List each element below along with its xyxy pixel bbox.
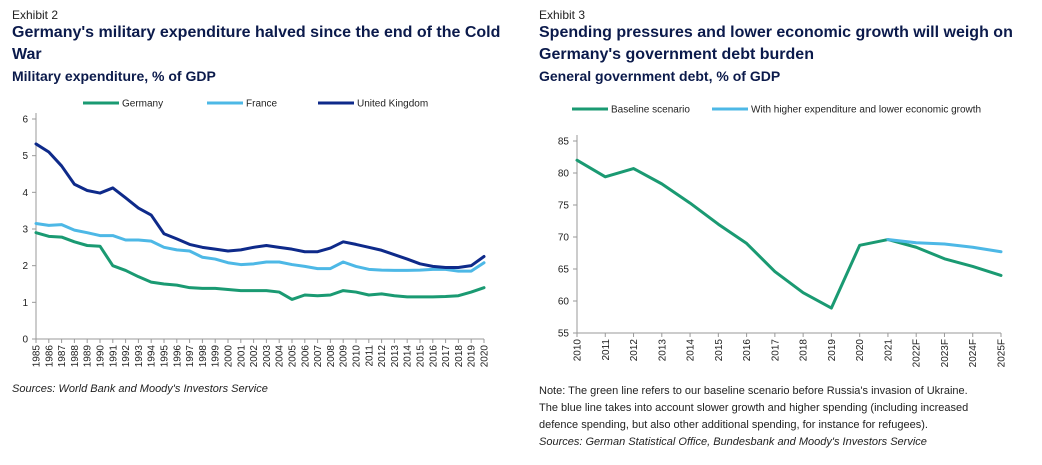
x-tick-label: 1988	[70, 345, 81, 368]
x-tick-label: 2016	[742, 339, 753, 362]
x-tick-label: 2003	[262, 345, 273, 368]
x-tick-label: 1986	[44, 345, 55, 368]
note-line-2: The blue line takes into account slower …	[539, 402, 969, 414]
x-tick-label: 2025F	[997, 339, 1008, 367]
x-tick-label: 1998	[198, 345, 209, 368]
chart-subtitle: Military expenditure, % of GDP	[12, 68, 216, 84]
x-tick-label: 1987	[57, 345, 68, 368]
x-tick-label: 1996	[172, 345, 183, 368]
chart-title: Germany's military expenditure halved si…	[12, 22, 500, 66]
y-tick-label: 70	[558, 233, 570, 244]
y-tick-label: 55	[558, 329, 570, 340]
legend-label: France	[246, 99, 278, 110]
x-tick-label: 2001	[236, 345, 247, 368]
x-tick-label: 2015	[416, 345, 427, 368]
note-line-3: defence spending, but also other additio…	[539, 419, 928, 431]
y-tick-label: 75	[558, 201, 570, 212]
chart-source: Sources: German Statistical Office, Bund…	[539, 436, 927, 448]
chart-title-line-2: War	[12, 46, 42, 63]
x-tick-label: 2012	[629, 339, 640, 362]
x-tick-label: 2016	[428, 345, 439, 368]
x-tick-label: 2009	[339, 345, 350, 368]
x-tick-label: 2000	[224, 345, 235, 368]
x-tick-label: 2010	[352, 345, 363, 368]
x-tick-label: 2017	[770, 339, 781, 362]
government-debt-chart: 55 60 65 70 75 80 85 2010 2011 2012 2013 2014 2015 20…	[558, 105, 1008, 368]
legend-label: With higher expenditure and lower econom…	[751, 105, 981, 116]
x-tick-label: 1989	[83, 345, 94, 368]
exhibit-label: Exhibit 2	[12, 8, 59, 22]
x-tick-label: 2021	[883, 339, 894, 362]
legend-label: Germany	[122, 99, 163, 110]
legend-label: Baseline scenario	[611, 105, 690, 116]
x-tick-label: 2022F	[912, 339, 923, 367]
x-tick-label: 2020	[855, 339, 866, 362]
x-tick-label: 2013	[657, 339, 668, 362]
series-line-united-kingdom	[34, 142, 486, 269]
y-tick-label: 3	[22, 225, 28, 236]
series-line-france	[34, 222, 486, 273]
series-line-baseline-scenario	[575, 158, 1003, 310]
x-tick-label: 2020	[480, 345, 491, 368]
y-tick-label: 2	[22, 261, 28, 272]
chart-title-line-1: Germany's military expenditure halved si…	[12, 24, 501, 41]
x-tick-label: 1997	[185, 345, 196, 368]
x-tick-label: 1985	[32, 345, 43, 368]
x-tick-label: 2014	[403, 345, 414, 368]
x-tick-label: 2002	[249, 345, 260, 368]
x-tick-label: 2017	[441, 345, 452, 368]
chart-title-line-2: Germany's government debt burden	[539, 46, 814, 63]
x-tick-label: 2018	[799, 339, 810, 362]
y-tick-label: 6	[22, 115, 28, 126]
x-tick-label: 2004	[275, 345, 286, 368]
x-tick-label: 1992	[121, 345, 132, 368]
note-line-1: Note: The green line refers to our basel…	[539, 385, 968, 397]
x-tick-label: 1990	[96, 345, 107, 368]
x-tick-label: 2015	[714, 339, 725, 362]
x-tick-label: 2010	[573, 339, 584, 362]
y-tick-label: 85	[558, 137, 570, 148]
x-tick-label: 2005	[288, 345, 299, 368]
x-tick-label: 2011	[601, 339, 612, 361]
x-tick-label: 1991	[108, 345, 119, 368]
y-tick-label: 0	[22, 335, 28, 346]
x-tick-label: 2014	[686, 339, 697, 362]
x-tick-label: 1993	[134, 345, 145, 368]
chart-source: Sources: World Bank and Moody's Investor…	[12, 383, 268, 395]
chart-note: Note: The green line refers to our basel…	[539, 383, 1039, 434]
chart-title: Spending pressures and lower economic gr…	[539, 22, 1013, 66]
chart-subtitle: General government debt, % of GDP	[539, 68, 781, 84]
x-tick-label: 1999	[211, 345, 222, 368]
exhibit-3-panel: Exhibit 3 Spending pressures and lower e…	[527, 0, 1042, 465]
x-tick-label: 1995	[160, 345, 171, 368]
x-tick-label: 2019	[467, 345, 478, 368]
x-tick-label: 2013	[390, 345, 401, 368]
x-tick-label: 2007	[313, 345, 324, 368]
y-tick-label: 60	[558, 297, 570, 308]
series-line-with-higher-expenditure-and-lower-economic-growth	[886, 238, 1003, 254]
x-tick-label: 2006	[300, 345, 311, 368]
chart-title-line-1: Spending pressures and lower economic gr…	[539, 24, 1013, 41]
x-tick-label: 2019	[827, 339, 838, 362]
y-tick-label: 4	[22, 188, 28, 199]
x-tick-label: 2023F	[940, 339, 951, 367]
x-tick-label: 1994	[147, 345, 158, 368]
x-tick-label: 2008	[326, 345, 337, 368]
x-tick-label: 2018	[454, 345, 465, 368]
series-line-germany	[34, 231, 486, 301]
y-tick-label: 1	[22, 298, 28, 309]
legend-label: United Kingdom	[357, 99, 428, 110]
exhibit-label: Exhibit 3	[539, 8, 586, 22]
x-tick-label: 2024F	[968, 339, 979, 367]
y-tick-label: 80	[558, 169, 570, 180]
exhibit-2-panel: Exhibit 2 Germany's military expenditure…	[0, 0, 520, 465]
x-tick-label: 2012	[377, 345, 388, 368]
x-tick-label: 2011	[364, 345, 375, 367]
y-tick-label: 5	[22, 151, 28, 162]
y-tick-label: 65	[558, 265, 570, 276]
